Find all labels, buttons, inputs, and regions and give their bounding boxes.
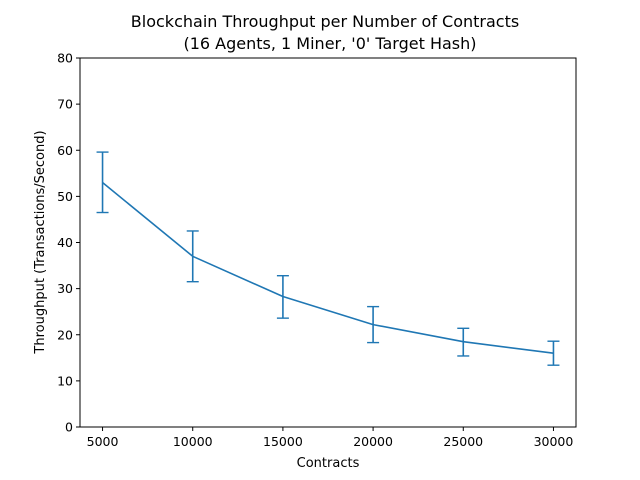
plot-frame [79, 57, 577, 428]
x-axis-label: Contracts [297, 456, 360, 471]
y-tick-label: 40 [57, 235, 73, 250]
y-tick-label: 60 [57, 143, 73, 158]
y-axis-label: Throughput (Transactions/Second) [33, 130, 48, 354]
y-tick-label: 80 [57, 51, 73, 66]
series-line [101, 181, 554, 354]
y-tick-label: 10 [57, 373, 73, 388]
y-tick-label: 50 [57, 189, 73, 204]
x-tick-label: 15000 [263, 434, 303, 449]
chart-title: Blockchain Throughput per Number of Cont… [131, 12, 519, 31]
plot-area [96, 151, 560, 366]
x-tick-label: 10000 [173, 434, 213, 449]
y-axis: 0 10 20 30 40 50 60 70 80 [57, 51, 80, 435]
x-axis: 5000 10000 15000 20000 25000 30000 [87, 427, 574, 449]
y-tick-label: 0 [65, 420, 73, 435]
y-tick-label: 20 [57, 327, 73, 342]
x-tick-label: 25000 [443, 434, 483, 449]
x-tick-label: 20000 [353, 434, 393, 449]
y-tick-label: 70 [57, 97, 73, 112]
y-tick-label: 30 [57, 281, 73, 296]
x-tick-label: 30000 [534, 434, 574, 449]
x-tick-label: 5000 [87, 434, 119, 449]
chart-subtitle: (16 Agents, 1 Miner, '0' Target Hash) [183, 34, 476, 53]
